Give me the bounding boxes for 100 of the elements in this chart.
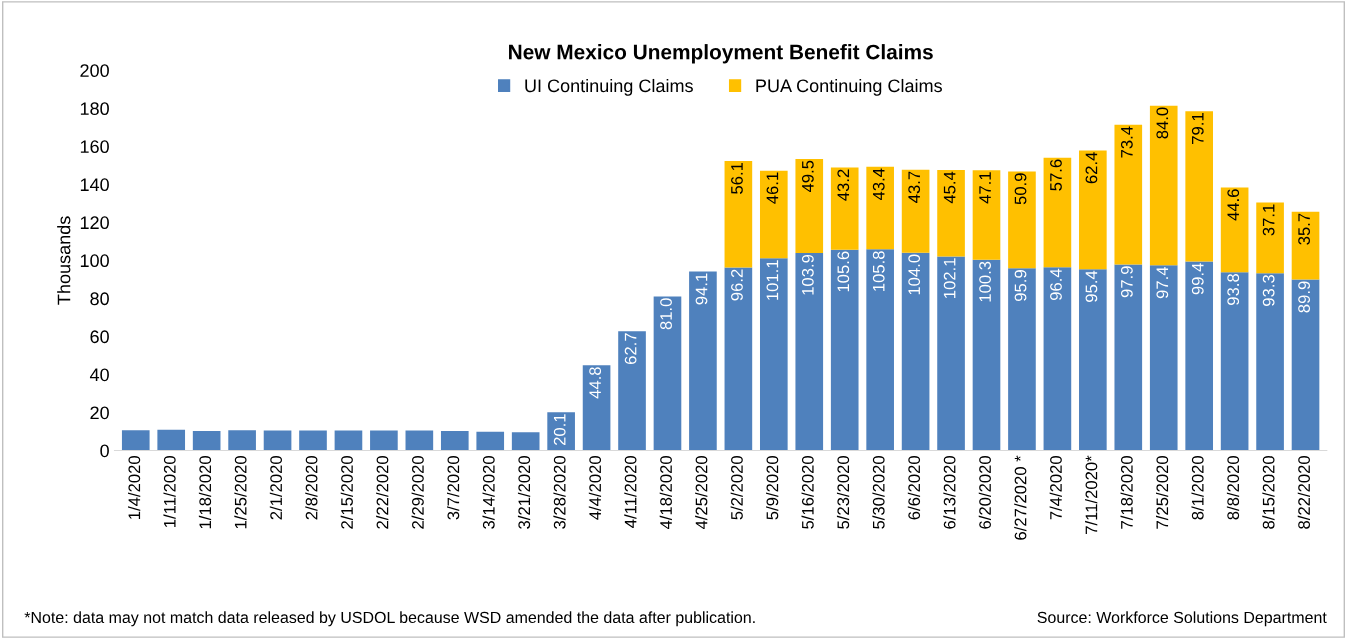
bar <box>972 170 1001 260</box>
data-label: 43.7 <box>908 171 921 203</box>
x-tick-label: 6/6/2020 <box>907 456 921 520</box>
data-label: 37.1 <box>1262 204 1275 236</box>
bar <box>263 430 292 451</box>
bar <box>1008 171 1036 269</box>
chart-title: New Mexico Unemployment Benefit Claims <box>509 44 933 64</box>
x-tick-label: 2/8/2020 <box>305 456 318 520</box>
data-label: 46.1 <box>766 172 779 204</box>
y-tick-label: 160 <box>80 140 109 154</box>
x-tick-label: 3/28/2020 <box>553 456 566 529</box>
data-label: 100.3 <box>979 261 991 302</box>
data-label: 43.4 <box>872 168 885 201</box>
data-label: 84.0 <box>1156 107 1169 139</box>
bar <box>759 170 788 259</box>
bar <box>1185 261 1214 451</box>
x-tick-label: 6/27/2020 * <box>1014 455 1027 540</box>
bar <box>1079 269 1107 451</box>
bar <box>724 160 753 268</box>
y-tick-label: 20 <box>90 406 109 420</box>
text: *Note: data may not match data released by USDOL because WSD amended the data after publication. <box>24 611 755 627</box>
data-label: 73.4 <box>1120 126 1133 158</box>
x-tick-label: 2/15/2020 <box>340 456 353 529</box>
x-tick-label: 2/22/2020 <box>376 456 389 529</box>
data-label: 96.4 <box>1050 268 1062 301</box>
legend-label: UI Continuing Claims <box>525 78 693 96</box>
data-label: 44.6 <box>1227 189 1240 221</box>
y-tick-label: 0 <box>100 444 109 458</box>
bar <box>299 430 327 451</box>
x-tick-label: 5/2/2020 <box>730 456 743 520</box>
bar <box>582 365 611 451</box>
x-tick-label: 1/11/2020 <box>163 456 176 527</box>
bar <box>405 430 434 451</box>
bar <box>689 271 717 451</box>
x-tick-label: 3/21/2020 <box>517 456 531 529</box>
y-tick-label: 80 <box>90 292 109 306</box>
data-label: 47.1 <box>979 172 991 204</box>
x-tick-label: 5/9/2020 <box>766 456 779 520</box>
x-tick-label: 1/4/2020 <box>128 456 141 519</box>
bar <box>192 431 221 451</box>
bar <box>653 296 682 451</box>
bar <box>121 430 150 451</box>
bar <box>901 252 930 451</box>
y-tick-label: 60 <box>90 330 109 344</box>
y-tick-label: 140 <box>80 178 109 192</box>
data-label: 44.8 <box>589 367 602 399</box>
data-label: 105.6 <box>837 251 850 292</box>
data-label: 62.7 <box>624 333 637 365</box>
x-tick-label: 4/18/2020 <box>659 456 672 530</box>
x-tick-label: 4/11/2020 <box>624 456 637 528</box>
bar <box>937 170 965 257</box>
x-tick-label: 3/14/2020 <box>482 456 495 529</box>
bar <box>440 431 469 451</box>
x-tick-label: 2/29/2020 <box>411 456 424 529</box>
bar <box>866 166 894 250</box>
x-tick-label: 6/13/2020 <box>943 456 956 529</box>
data-label: 103.9 <box>801 254 814 295</box>
bar <box>1043 157 1072 268</box>
bar <box>901 169 930 253</box>
data-label: 62.4 <box>1085 152 1098 184</box>
data-label: 45.4 <box>943 171 956 204</box>
x-tick-label: 5/23/2020 <box>836 456 850 529</box>
bar <box>972 259 1001 451</box>
bar <box>866 249 894 451</box>
bar <box>830 167 859 250</box>
bar <box>547 412 575 451</box>
data-label: 79.1 <box>1191 113 1204 144</box>
data-label: 102.1 <box>943 258 956 298</box>
data-label: 97.4 <box>1156 266 1169 299</box>
bar <box>1149 265 1178 451</box>
bar <box>1008 268 1036 451</box>
x-tick-label: 8/8/2020 <box>1226 456 1240 520</box>
x-tick-label: 3/7/2020 <box>447 456 460 520</box>
y-tick-label: 200 <box>80 64 109 78</box>
data-label: 89.9 <box>1298 281 1310 313</box>
bar <box>511 432 540 451</box>
bar <box>1149 105 1178 266</box>
data-label: 105.8 <box>872 251 885 291</box>
y-tick-label: 100 <box>80 254 109 268</box>
y-axis-title: Thousands <box>57 216 71 305</box>
bar <box>759 258 788 451</box>
data-label: 49.5 <box>801 160 814 193</box>
x-tick-label: 7/11/2020* <box>1085 455 1098 534</box>
data-label: 101.1 <box>766 260 779 300</box>
data-label: 56.1 <box>731 162 743 194</box>
x-tick-label: 8/22/2020 <box>1297 456 1310 529</box>
bar <box>1291 279 1320 451</box>
bar <box>1256 273 1284 451</box>
bar <box>1185 111 1214 262</box>
bar <box>724 267 753 451</box>
data-label: 81.0 <box>660 298 672 330</box>
data-label: 20.1 <box>553 414 566 446</box>
bar <box>1079 150 1107 270</box>
bar <box>476 431 505 451</box>
data-label: 93.3 <box>1262 275 1275 306</box>
y-tick-label: 180 <box>80 102 109 116</box>
bar <box>795 158 824 253</box>
data-label: 97.9 <box>1120 266 1133 298</box>
bar <box>830 249 859 451</box>
data-label: 94.1 <box>695 273 708 305</box>
